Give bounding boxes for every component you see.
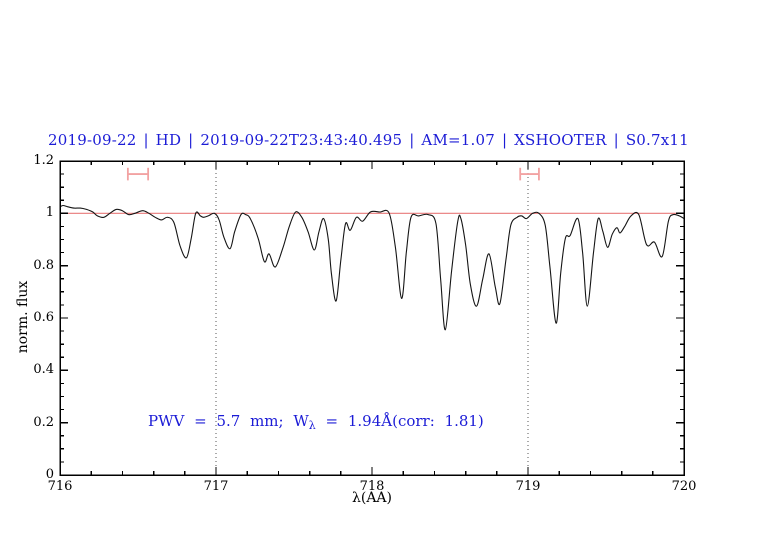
x-tick-label: 720 xyxy=(671,479,697,494)
y-tick-label: 0.2 xyxy=(33,414,54,430)
plot-title: 2019-09-22 | HD | 2019-09-22T23:43:40.49… xyxy=(48,131,689,149)
y-tick-label: 0.4 xyxy=(33,362,54,378)
y-tick-label: 1 xyxy=(45,205,54,221)
x-tick-label: 717 xyxy=(203,479,229,494)
pwv-annotation-suffix: = 1.94Å(corr: 1.81) xyxy=(315,412,484,430)
y-tick-label: 0.8 xyxy=(33,257,54,273)
x-tick-label: 718 xyxy=(359,479,385,494)
y-tick-label: 1.2 xyxy=(33,153,54,168)
y-tick-label: 0.6 xyxy=(33,310,54,325)
pwv-annotation-subscript: λ xyxy=(308,419,316,432)
x-axis-label: λ(AA) xyxy=(351,490,393,506)
spectrum-line xyxy=(59,204,685,331)
pwv-annotation: PWV = 5.7 mm; Wλ = 1.94Å(corr: 1.81) xyxy=(148,412,484,432)
x-tick-label: 719 xyxy=(515,479,541,494)
x-tick-label: 716 xyxy=(47,479,73,494)
pwv-annotation-prefix: PWV = 5.7 mm; W xyxy=(148,412,309,430)
y-tick-label: 0 xyxy=(45,467,54,482)
